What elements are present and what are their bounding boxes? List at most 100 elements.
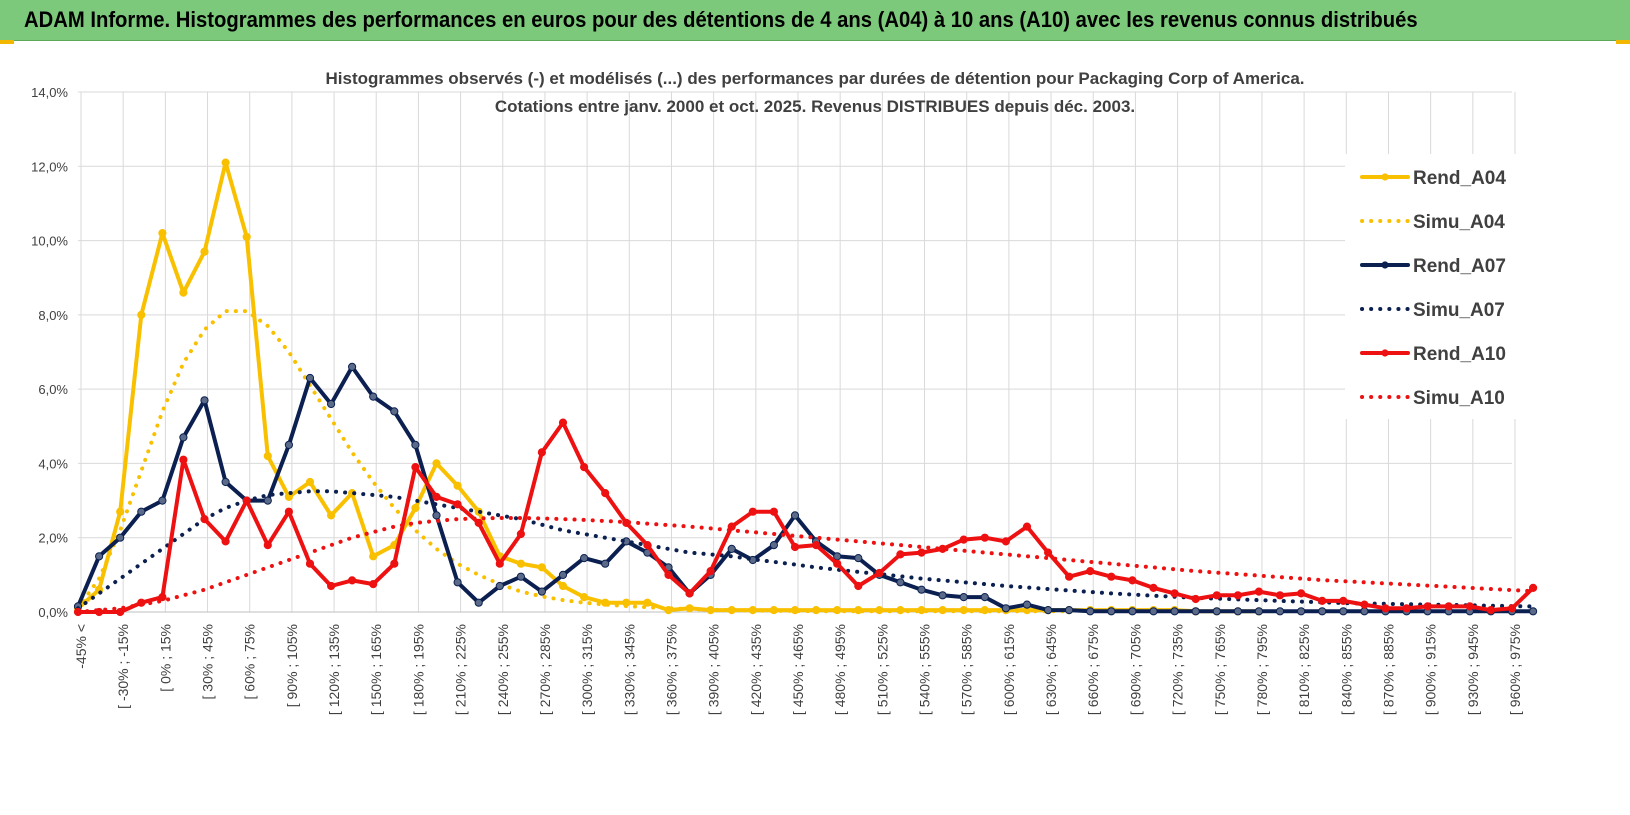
data-point-rend_a10 [875, 568, 884, 578]
data-point-rend_a07 [558, 570, 568, 580]
data-point-rend_a07 [516, 572, 526, 581]
data-point-rend_a07 [896, 578, 905, 587]
data-point-rend_a04 [369, 552, 378, 561]
data-point-rend_a04 [537, 563, 547, 572]
data-point-rend_a07 [1212, 607, 1221, 616]
x-tick-label: [ 360% ; 375% [663, 624, 679, 715]
data-point-rend_a10 [369, 580, 378, 589]
x-tick-label: [ 930% ; 945% [1465, 624, 1481, 715]
data-point-rend_a10 [348, 576, 357, 585]
grid-lines [78, 91, 1516, 613]
data-point-rend_a07 [495, 581, 504, 591]
data-point-rend_a04 [116, 507, 125, 516]
data-point-rend_a10 [200, 515, 209, 524]
data-point-rend_a10 [411, 463, 420, 472]
data-point-rend_a04 [580, 593, 589, 602]
data-point-rend_a10 [158, 593, 167, 602]
data-point-rend_a10 [221, 537, 230, 546]
data-point-rend_a10 [601, 489, 610, 498]
data-point-rend_a07 [453, 578, 462, 587]
data-point-rend_a07 [474, 598, 483, 607]
data-point-rend_a10 [748, 507, 757, 516]
x-tick-label: [ 480% ; 495% [832, 624, 848, 715]
data-point-rend_a10 [495, 559, 504, 568]
data-point-rend_a07 [158, 496, 167, 505]
data-point-rend_a10 [1044, 548, 1053, 557]
y-axis-ticks: 0,0% 2,0% 4,0% 6,0% 8,0% 10,0% 12,0% 14,0% [31, 85, 68, 620]
legend: Rend_A04 Simu_A04 Rend_A07 Simu_A07 Rend_A10… [1345, 154, 1535, 419]
data-point-rend_a07 [1318, 607, 1327, 616]
data-point-rend_a07 [263, 496, 272, 505]
data-point-rend_a10 [1149, 583, 1158, 593]
data-point-rend_a07 [1044, 606, 1053, 615]
data-point-rend_a07 [137, 507, 146, 516]
legend-label: Rend_A10 [1413, 344, 1506, 365]
legend-marker [1381, 173, 1389, 181]
data-point-rend_a07 [1086, 607, 1095, 616]
data-point-rend_a10 [1191, 594, 1200, 604]
series-line-rend_a07 [76, 364, 1536, 614]
data-point-rend_a10 [1275, 591, 1285, 600]
legend-label: Simu_A10 [1413, 388, 1505, 409]
data-point-rend_a10 [284, 507, 293, 516]
x-axis-ticks: -45% < [ -30% ; -15% [ 0% ; 15% [ 30% ; 45%… [73, 624, 1523, 715]
data-point-rend_a10 [1402, 604, 1411, 613]
data-point-rend_a04 [242, 232, 251, 241]
x-tick-label: [ 660% ; 675% [1085, 624, 1101, 715]
x-tick-label: [ 720% ; 735% [1170, 624, 1186, 715]
x-tick-label: [ 30% ; 45% [200, 624, 216, 700]
data-point-rend_a07 [390, 407, 399, 416]
data-point-rend_a07 [854, 554, 863, 563]
x-tick-label: [ 750% ; 765% [1212, 624, 1228, 715]
data-point-rend_a07 [1065, 606, 1074, 615]
data-point-rend_a04 [263, 451, 272, 461]
data-point-rend_a07 [1191, 607, 1200, 616]
chart-title-line2: Cotations entre janv. 2000 et oct. 2025.… [495, 97, 1135, 116]
data-point-rend_a07 [1022, 600, 1032, 609]
data-point-rend_a07 [1107, 607, 1116, 616]
data-point-rend_a07 [1001, 604, 1011, 613]
y-tick-label: 10,0% [31, 234, 68, 249]
data-point-rend_a10 [1339, 596, 1348, 606]
x-tick-label: [ 780% ; 795% [1254, 624, 1270, 715]
x-tick-label: [ 630% ; 645% [1043, 624, 1059, 715]
data-point-rend_a10 [1318, 596, 1327, 606]
x-tick-label: [ 180% ; 195% [410, 624, 426, 715]
histogram-chart: 0,0% 2,0% 4,0% 6,0% 8,0% 10,0% 12,0% 14,0% -45%… [31, 69, 1538, 715]
legend-label: Rend_A07 [1413, 256, 1506, 277]
data-point-rend_a04 [917, 606, 926, 615]
data-point-rend_a10 [980, 533, 989, 542]
data-point-rend_a10 [1254, 587, 1264, 596]
data-point-rend_a04 [158, 229, 167, 238]
x-tick-label: [ 240% ; 255% [495, 624, 511, 715]
x-tick-label: [ 330% ; 345% [621, 624, 637, 715]
data-point-rend_a10 [1212, 591, 1221, 600]
data-point-rend_a07 [1360, 607, 1369, 616]
data-point-rend_a10 [453, 500, 462, 509]
data-point-rend_a10 [896, 550, 905, 559]
series-group [73, 158, 1538, 617]
x-tick-label: [ 600% ; 615% [1001, 624, 1017, 715]
x-tick-label: [ 0% ; 15% [157, 624, 173, 692]
data-point-rend_a10 [643, 541, 652, 550]
data-point-rend_a07 [790, 511, 800, 520]
data-point-rend_a07 [1297, 607, 1306, 616]
data-point-rend_a10 [327, 581, 336, 591]
data-point-rend_a10 [1423, 602, 1432, 611]
data-point-rend_a10 [1065, 572, 1074, 581]
x-tick-label: [ 690% ; 705% [1127, 624, 1143, 715]
data-point-rend_a07 [601, 559, 610, 568]
data-point-rend_a04 [411, 503, 420, 513]
x-tick-label: -45% < [73, 624, 89, 669]
data-point-rend_a07 [284, 440, 293, 449]
data-point-rend_a10 [242, 496, 251, 505]
data-point-rend_a07 [1275, 607, 1285, 616]
data-point-rend_a07 [1170, 607, 1179, 616]
x-tick-label: [ 90% ; 105% [284, 624, 300, 707]
legend-label: Simu_A04 [1413, 212, 1505, 233]
data-point-rend_a10 [1465, 602, 1474, 611]
data-point-rend_a10 [432, 492, 441, 501]
series-line-simu_a07 [76, 489, 1536, 611]
data-point-rend_a07 [1233, 607, 1243, 616]
data-point-rend_a10 [854, 581, 863, 591]
